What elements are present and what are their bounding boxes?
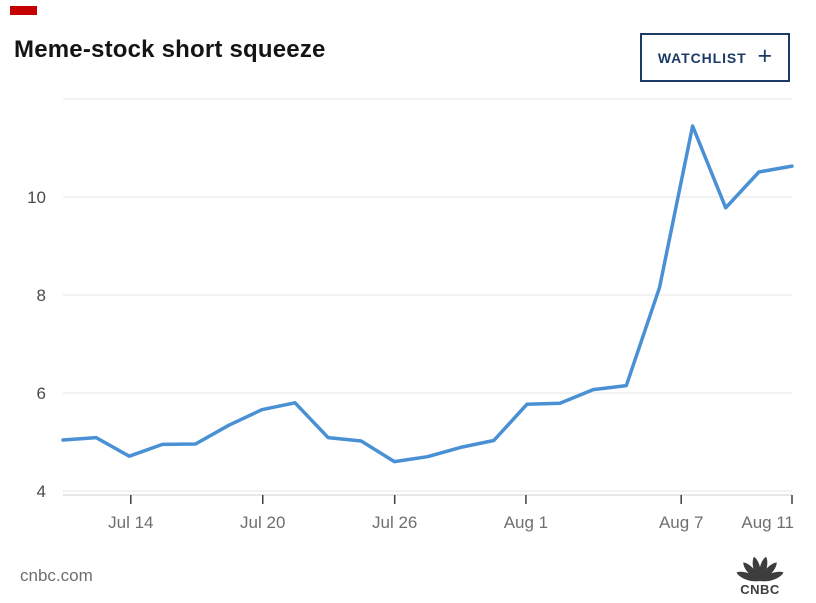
accent-bar [10,6,37,15]
y-tick-label-10: 10 [27,188,46,207]
x-tick-label-jul-14: Jul 14 [108,513,153,532]
page-title: Meme-stock short squeeze [14,36,326,63]
x-tick-label-aug-11: Aug 11 [741,513,794,532]
x-tick-label-aug-1: Aug 1 [504,513,548,532]
cnbc-logo: CNBC [732,548,788,597]
x-tick-label-aug-7: Aug 7 [659,513,703,532]
plus-icon: + [757,41,773,70]
cnbc-logo-text: CNBC [740,582,780,596]
x-tick-label-jul-26: Jul 26 [372,513,417,532]
watchlist-button-label: WATCHLIST [657,49,747,66]
data-line-series [61,124,794,464]
y-tick-label-6: 6 [37,384,46,403]
x-tick-label-jul-20: Jul 20 [240,513,285,532]
watchlist-button[interactable]: WATCHLIST + [640,33,790,82]
peacock-icon: CNBC [736,556,784,597]
y-tick-label-4: 4 [37,482,46,501]
y-tick-label-8: 8 [37,286,46,305]
source-text: cnbc.com [20,566,93,585]
